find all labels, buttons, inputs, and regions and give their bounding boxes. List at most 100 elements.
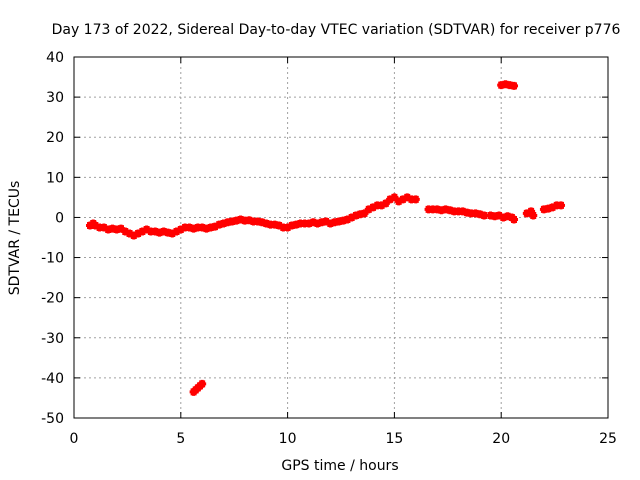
data-point (390, 193, 399, 202)
x-tick-label: 25 (599, 431, 617, 447)
data-point (249, 217, 258, 226)
data-point (210, 222, 219, 231)
data-point (317, 218, 326, 227)
data-point (497, 81, 506, 90)
data-point (326, 219, 335, 228)
data-point (112, 225, 121, 234)
data-point (262, 219, 271, 228)
data-point (505, 81, 514, 90)
data-point (292, 220, 301, 229)
data-point (104, 225, 113, 234)
data-point (129, 231, 138, 240)
data-point (411, 195, 420, 204)
data-point (116, 224, 125, 233)
y-tick-label: -10 (41, 251, 64, 267)
data-point (266, 220, 275, 229)
data-point (99, 223, 108, 232)
data-point (433, 205, 442, 214)
data-point (134, 229, 143, 238)
data-point (450, 207, 459, 216)
data-point (275, 221, 284, 230)
data-point (463, 208, 472, 217)
data-point (206, 223, 215, 232)
data-point (215, 220, 224, 229)
data-point (176, 225, 185, 234)
x-tick-label: 10 (279, 431, 297, 447)
data-point (458, 207, 467, 216)
plot-frame (73, 56, 609, 419)
y-tick-label: 0 (55, 210, 64, 226)
data-point (155, 228, 164, 237)
data-point (510, 215, 519, 224)
data-point (95, 223, 104, 232)
data-point (236, 215, 245, 224)
y-axis-label: SDTVAR / TECUs (7, 181, 23, 296)
data-point (339, 216, 348, 225)
data-point (296, 219, 305, 228)
x-tick-label: 5 (176, 431, 185, 447)
x-axis: 0 5 10 15 20 25 (70, 57, 617, 447)
data-point (351, 211, 360, 220)
data-point (544, 204, 553, 213)
data-point (309, 218, 318, 227)
data-point (91, 221, 100, 230)
data-point (428, 205, 437, 214)
data-point (202, 224, 211, 233)
data-point (454, 207, 463, 216)
x-tick-label: 20 (492, 431, 510, 447)
data-point (138, 227, 147, 236)
y-tick-label: 30 (46, 90, 64, 106)
data-point (475, 210, 484, 219)
data-point (356, 210, 365, 219)
x-tick-label: 0 (70, 431, 79, 447)
data-point (445, 206, 454, 215)
data-point (168, 229, 177, 238)
data-point (108, 224, 117, 233)
data-point (437, 206, 446, 215)
data-point (501, 80, 510, 89)
data-point (334, 217, 343, 226)
grid (74, 57, 608, 418)
data-point (142, 225, 151, 234)
data-point (125, 229, 134, 238)
data-point (172, 227, 181, 236)
data-point (510, 81, 519, 90)
y-axis: 40 30 20 10 0 -10 -20 -30 -40 -50 (41, 50, 608, 427)
data-point (557, 201, 566, 210)
chart-title: Day 173 of 2022, Sidereal Day-to-day VTE… (52, 22, 621, 38)
data-point (223, 218, 232, 227)
y-tick-label: -20 (41, 291, 64, 307)
y-tick-label: -50 (41, 411, 64, 427)
data-point (471, 209, 480, 218)
data-point (424, 205, 433, 214)
data-point (198, 379, 207, 388)
data-points (86, 80, 566, 396)
data-point (198, 223, 207, 232)
data-point (394, 197, 403, 206)
y-tick-label: 40 (46, 50, 64, 66)
data-point (386, 195, 395, 204)
data-point (495, 211, 504, 220)
data-point (219, 219, 228, 228)
data-point (369, 203, 378, 212)
data-point (407, 195, 416, 204)
data-point (548, 203, 557, 212)
data-point (287, 221, 296, 230)
data-point (527, 207, 536, 216)
data-point (364, 205, 373, 214)
data-point (322, 217, 331, 226)
data-point (257, 218, 266, 227)
data-point (480, 211, 489, 220)
data-point (159, 227, 168, 236)
data-point (163, 228, 172, 237)
data-point (467, 209, 476, 218)
data-point (228, 217, 237, 226)
data-point (232, 216, 241, 225)
data-point (398, 195, 407, 204)
data-point (300, 219, 309, 228)
data-point (121, 227, 130, 236)
data-point (86, 221, 95, 230)
data-point (373, 201, 382, 210)
data-point (193, 223, 202, 232)
